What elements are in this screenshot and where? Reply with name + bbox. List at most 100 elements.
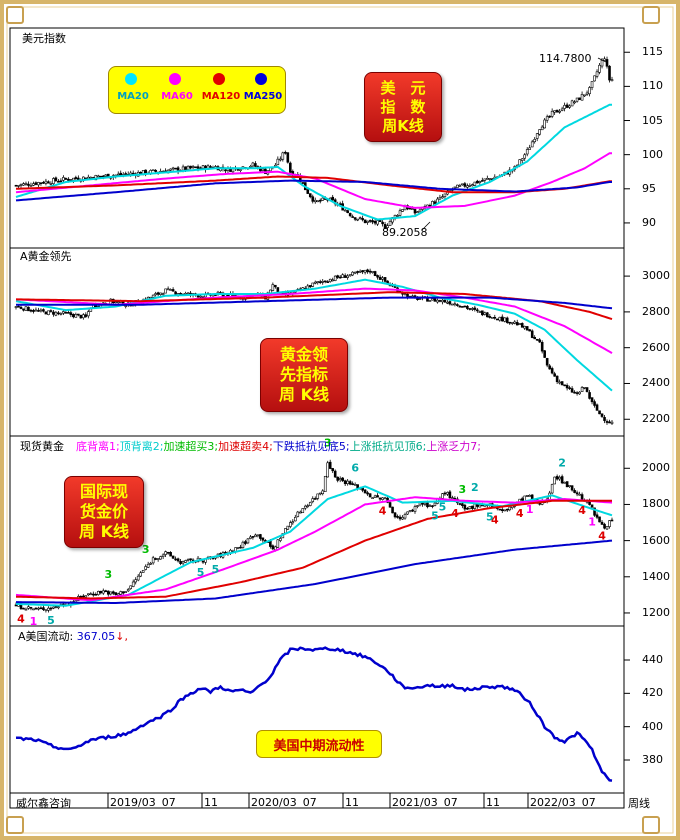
y-tick-label: 1800 (642, 497, 670, 511)
candle-body (441, 493, 444, 499)
candle-body (481, 310, 484, 316)
candle-body (308, 285, 312, 288)
candle-body (495, 318, 499, 321)
candles-panel-1 (14, 56, 614, 231)
panel3-title: 现货黄金 (20, 440, 64, 453)
candle-body (553, 373, 556, 377)
candle-body (401, 517, 404, 520)
candle-body (338, 478, 342, 481)
candle-body (239, 169, 242, 171)
candle-body (109, 591, 113, 595)
candle-body (22, 607, 25, 610)
candle-body (42, 181, 45, 184)
signal-marker: 2 (558, 456, 566, 469)
candle-body (523, 325, 527, 329)
liquidity-title: A美国流动: (18, 630, 74, 643)
candle-body (186, 292, 190, 295)
candle-body (585, 92, 589, 95)
candle-body (398, 210, 402, 216)
candle-body (441, 299, 444, 303)
candle-body (453, 186, 457, 189)
candle-body (535, 133, 539, 139)
signal-marker: 5 (212, 563, 220, 576)
y-tick-label: 90 (642, 215, 656, 229)
candle-body (351, 271, 354, 276)
candle-body (99, 590, 103, 594)
candle-body (184, 166, 187, 171)
candle-body (169, 168, 172, 171)
box-line: 周 K线 (279, 385, 329, 404)
candle-body (413, 209, 417, 214)
candle-body (471, 184, 474, 187)
candle-body (306, 189, 310, 194)
y-tick-label: 105 (642, 113, 663, 127)
candle-body (74, 177, 78, 179)
candle-body (201, 165, 205, 169)
max-pointer (597, 57, 607, 63)
candle-body (236, 546, 240, 549)
x-tick-label: 2020/03 07 (251, 797, 317, 809)
candle-body (558, 381, 561, 384)
candle-body (318, 492, 322, 495)
candle-body (598, 64, 601, 73)
candle-body (316, 493, 320, 499)
signal-marker: 3 (324, 437, 332, 450)
candle-body (363, 269, 367, 273)
candle-body (161, 293, 165, 295)
candle-body (371, 497, 374, 499)
candle-body (600, 521, 604, 525)
candle-body (59, 313, 63, 315)
y-tick-label: 110 (642, 79, 663, 93)
candle-body (383, 277, 387, 282)
signal-marker: 6 (351, 462, 359, 475)
candle-body (34, 607, 38, 610)
candle-body (458, 185, 462, 187)
candle-body (72, 313, 75, 318)
candle-body (313, 281, 317, 284)
candle-body (518, 323, 522, 325)
candle-body (89, 176, 93, 179)
candle-body (396, 516, 399, 518)
y-tick-label: 420 (642, 686, 663, 700)
candle-body (493, 316, 497, 319)
y-tick-label: 1400 (642, 569, 670, 583)
candle-body (256, 534, 260, 537)
candle-body (249, 536, 252, 539)
corner-ornament-icon (6, 816, 24, 834)
y-tick-label: 400 (642, 719, 663, 733)
candle-body (254, 163, 257, 167)
candle-body (44, 180, 48, 184)
candle-body (323, 476, 327, 492)
candle-body (463, 183, 467, 187)
candle-body (164, 551, 167, 555)
candle-body (336, 476, 339, 481)
candle-body (366, 269, 369, 273)
candle-body (14, 306, 18, 308)
candle-body (326, 462, 330, 478)
candle-body (383, 497, 387, 500)
candle-body (331, 468, 335, 472)
candle-body (481, 180, 484, 182)
candle-body (530, 494, 534, 500)
candle-body (101, 590, 105, 594)
candle-body (69, 312, 73, 316)
candle-body (19, 306, 23, 309)
candle-body (610, 421, 614, 424)
candle-body (458, 305, 462, 308)
candle-body (49, 310, 53, 312)
candle-body (438, 300, 442, 302)
candle-body (593, 75, 596, 82)
signal-marker: 5 (47, 614, 55, 627)
candle-body (34, 182, 38, 185)
candle-body (363, 219, 367, 224)
candle-body (508, 506, 512, 511)
box-line: 美 元 (380, 78, 426, 97)
legend-item-ma20: MA20 (111, 67, 155, 113)
signal-marker: 3 (142, 543, 150, 556)
candle-body (316, 281, 320, 283)
candle-body (466, 508, 469, 510)
candle-body (575, 97, 579, 102)
candle-body (563, 482, 566, 484)
candle-body (538, 339, 541, 343)
